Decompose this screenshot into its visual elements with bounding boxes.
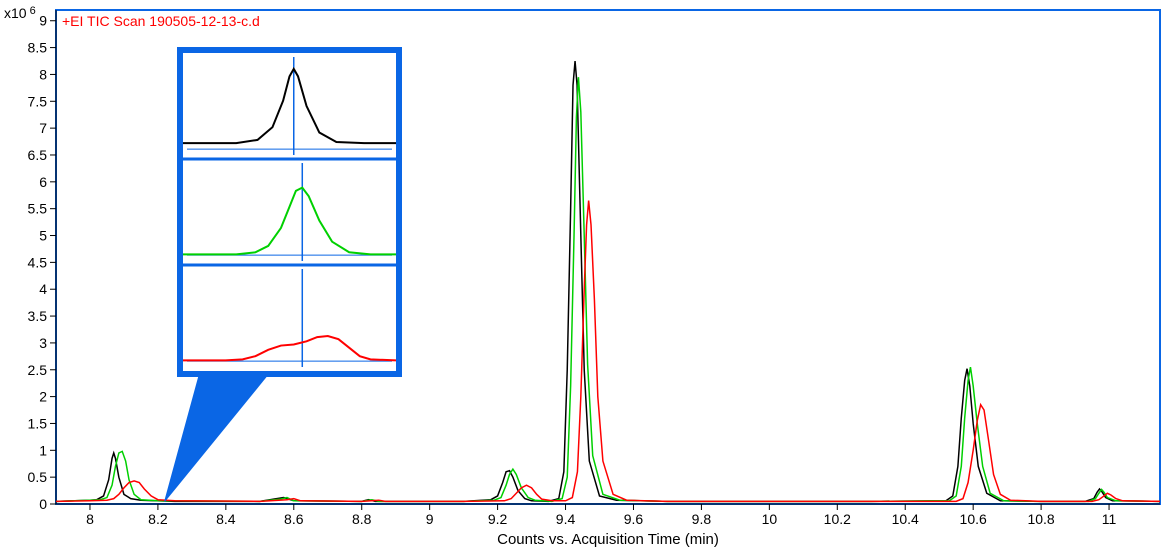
- x-tick-label: 10: [762, 511, 778, 527]
- y-tick-label: 5: [39, 228, 47, 244]
- x-tick-label: 8.6: [284, 511, 304, 527]
- x-tick-label: 9.2: [488, 511, 508, 527]
- x-tick-label: 8: [86, 511, 94, 527]
- x-tick-label: 10.2: [824, 511, 851, 527]
- y-tick-label: 4.5: [28, 254, 48, 270]
- chromatogram-chart: 0 0.5 1 1.5 2 2.5 3 3.5 4 4.5 5 5.5 6 6.5 7 7.5 8 8.5 9 8 8.…: [0, 0, 1171, 552]
- y-tick-label: 9: [39, 13, 47, 29]
- chart-svg: 0 0.5 1 1.5 2 2.5 3 3.5 4 4.5 5 5.5 6 6.5 7 7.5 8 8.5 9 8 8.…: [0, 0, 1171, 552]
- y-tick-label: 8: [39, 66, 47, 82]
- y-tick-label: 1.5: [28, 415, 48, 431]
- y-tick-label: 3: [39, 335, 47, 351]
- x-tick-label: 8.4: [216, 511, 236, 527]
- x-tick-label: 9: [426, 511, 434, 527]
- x-tick-label: 9.6: [624, 511, 644, 527]
- y-tick-label: 1: [39, 442, 47, 458]
- x-tick-label: 8.8: [352, 511, 372, 527]
- y-tick-label: 6: [39, 174, 47, 190]
- x-tick-label: 10.6: [960, 511, 987, 527]
- y-tick-label: 7: [39, 120, 47, 136]
- x-tick-label: 10.8: [1027, 511, 1054, 527]
- x-axis-label: Counts vs. Acquisition Time (min): [497, 531, 719, 548]
- y-tick-label: 6.5: [28, 147, 48, 163]
- y-tick-label: 5.5: [28, 201, 48, 217]
- y-tick-label: 4: [39, 281, 47, 297]
- inset-frame: [180, 50, 399, 374]
- x-tick-label: 9.8: [692, 511, 712, 527]
- x-tick-label: 11: [1102, 511, 1117, 527]
- y-exponent-label: x10 6: [4, 5, 36, 21]
- y-tick-label: 7.5: [28, 93, 48, 109]
- y-tick-label: 3.5: [28, 308, 48, 324]
- series-label: +EI TIC Scan 190505-12-13-c.d: [62, 13, 260, 29]
- x-tick-label: 9.4: [556, 511, 576, 527]
- y-tick-label: 2: [39, 389, 47, 405]
- y-tick-label: 8.5: [28, 40, 48, 56]
- y-tick-label: 0.5: [28, 469, 48, 485]
- x-tick-label: 10.4: [892, 511, 919, 527]
- y-tick-label: 0: [39, 496, 47, 512]
- x-tick-label: 8.2: [148, 511, 168, 527]
- y-tick-label: 2.5: [28, 362, 48, 378]
